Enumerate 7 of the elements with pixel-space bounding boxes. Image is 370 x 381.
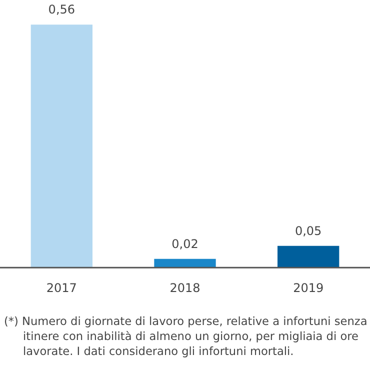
data-label: 0,56 xyxy=(48,2,76,17)
x-tick-label: 2018 xyxy=(170,280,200,295)
data-label: 0,05 xyxy=(294,224,322,238)
data-label: 0,02 xyxy=(172,237,198,252)
x-tick-label: 2019 xyxy=(293,280,324,295)
x-tick-label: 2017 xyxy=(46,280,77,295)
text: (*) Numero di giornate di lavoro perse, relative a infortuni senza itinere con inabilità di almeno un giorno, per migliaia di ore lavorate. I dati considerano gli infortuni mortali. xyxy=(4,314,368,359)
